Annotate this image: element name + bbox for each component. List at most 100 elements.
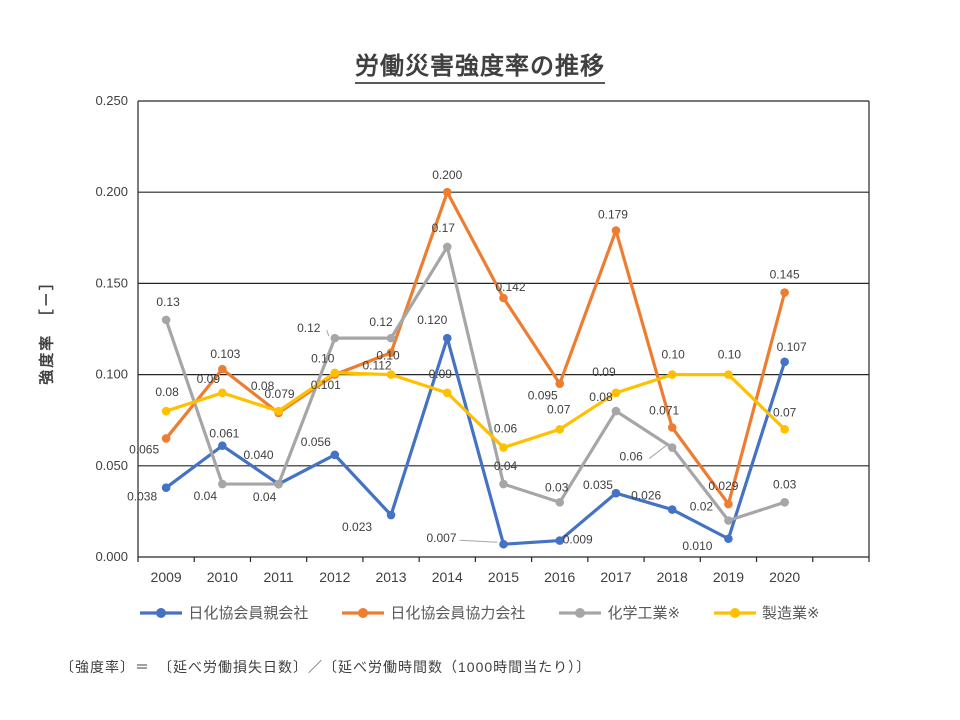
data-label-manufacturing: 0.07 (773, 405, 797, 419)
data-point-nikkakyo-parent (386, 510, 396, 520)
data-label-nikkakyo-partner: 0.071 (649, 403, 679, 417)
data-label-nikkakyo-partner: 0.029 (708, 479, 738, 493)
data-label-manufacturing: 0.10 (718, 348, 742, 362)
legend-item-chemical-industry[interactable]: 化学工業※ (559, 602, 680, 623)
data-label-manufacturing: 0.10 (376, 349, 400, 363)
data-point-nikkakyo-parent (667, 505, 677, 514)
x-tick-label: 2013 (375, 569, 406, 585)
data-point-chemical-industry (442, 242, 452, 252)
data-point-nikkakyo-parent (611, 488, 621, 498)
data-label-nikkakyo-partner: 0.142 (495, 280, 525, 294)
x-tick-label: 2014 (432, 569, 463, 585)
data-point-nikkakyo-parent (330, 450, 340, 460)
data-point-nikkakyo-partner (611, 226, 621, 235)
data-point-nikkakyo-partner (667, 423, 677, 432)
x-tick-label: 2019 (713, 569, 744, 585)
data-point-nikkakyo-parent (161, 483, 171, 492)
data-point-chemical-industry (555, 497, 565, 507)
legend-marker-dot (575, 607, 586, 618)
data-label-manufacturing: 0.06 (494, 422, 518, 436)
data-label-chemical-industry: 0.04 (253, 490, 277, 504)
data-label-manufacturing: 0.09 (197, 372, 221, 386)
data-label-nikkakyo-parent: 0.107 (777, 340, 807, 354)
data-point-nikkakyo-partner (218, 364, 227, 374)
chart-title-text: 労働災害強度率の推移 (355, 53, 605, 84)
x-tick-label: 2010 (207, 569, 238, 585)
series-line-nikkakyo-parent (164, 336, 787, 546)
data-label-chemical-industry: 0.03 (545, 480, 569, 494)
label-leader-line (648, 445, 667, 459)
data-point-nikkakyo-partner (555, 379, 565, 389)
data-label-nikkakyo-partner: 0.112 (362, 359, 391, 373)
data-point-chemical-industry (330, 333, 340, 343)
legend-marker-dot (730, 607, 741, 618)
x-tick-label: 2015 (488, 569, 519, 585)
data-point-manufacturing (611, 388, 621, 398)
data-point-manufacturing (499, 443, 508, 452)
data-point-chemical-industry (161, 315, 171, 325)
data-point-nikkakyo-partner (161, 434, 171, 443)
data-point-nikkakyo-parent (780, 357, 789, 367)
data-point-nikkakyo-parent (724, 534, 733, 544)
data-point-manufacturing (724, 370, 733, 379)
x-tick-label: 2018 (657, 569, 688, 585)
data-label-manufacturing: 0.10 (662, 348, 686, 362)
data-label-nikkakyo-parent: 0.010 (682, 539, 712, 553)
data-point-manufacturing (555, 425, 565, 434)
legend-item-label: 日化協会員協力会社 (390, 605, 526, 622)
formula-note: 〔強度率〕＝ 〔延べ労働損失日数〕／〔延べ労働時間数（1000時間当たり）〕 (60, 659, 592, 675)
data-label-chemical-industry: 0.13 (156, 295, 180, 309)
data-label-chemical-industry: 0.04 (194, 489, 218, 503)
data-point-manufacturing (218, 388, 227, 398)
data-point-manufacturing (274, 406, 283, 416)
legend-item-nikkakyo-parent[interactable]: 日化協会員親会社 (140, 602, 308, 623)
data-point-chemical-industry (499, 479, 508, 489)
data-label-manufacturing: 0.08 (251, 379, 275, 393)
legend-item-label: 製造業※ (762, 605, 820, 622)
data-label-nikkakyo-partner: 0.145 (770, 268, 800, 282)
data-point-chemical-industry (218, 479, 227, 489)
data-label-chemical-industry: 0.06 (620, 450, 644, 464)
label-leader-line (459, 539, 498, 543)
data-label-manufacturing: 0.09 (429, 367, 453, 381)
data-label-nikkakyo-parent: 0.040 (244, 448, 274, 462)
y-tick-label: 0.250 (95, 93, 128, 108)
x-tick-label: 2017 (600, 569, 631, 585)
data-point-nikkakyo-partner (780, 288, 789, 297)
data-label-manufacturing: 0.101 (311, 378, 341, 392)
data-point-chemical-industry (667, 443, 677, 452)
data-point-chemical-industry (274, 479, 283, 489)
data-label-nikkakyo-parent: 0.038 (127, 490, 157, 504)
data-label-chemical-industry: 0.04 (494, 459, 518, 473)
legend-item-manufacturing[interactable]: 製造業※ (714, 602, 820, 623)
data-label-chemical-industry: 0.17 (432, 221, 456, 235)
data-point-nikkakyo-parent (555, 536, 565, 545)
x-tick-label: 2009 (151, 569, 182, 585)
data-label-nikkakyo-parent: 0.035 (583, 478, 613, 492)
data-point-chemical-industry (386, 333, 396, 343)
series-line-nikkakyo-partner (164, 190, 787, 506)
legend-marker-dot (156, 607, 167, 618)
label-leader-line (326, 329, 330, 337)
legend-item-label: 日化協会員親会社 (188, 605, 309, 622)
data-point-manufacturing (442, 388, 452, 398)
legend-marker-manufacturing (714, 607, 757, 618)
data-label-nikkakyo-partner: 0.103 (210, 347, 240, 361)
data-label-nikkakyo-parent: 0.007 (426, 531, 456, 545)
data-label-manufacturing: 0.07 (547, 402, 571, 416)
legend-item-nikkakyo-partner[interactable]: 日化協会員協力会社 (342, 602, 525, 623)
data-label-nikkakyo-partner: 0.095 (528, 389, 558, 403)
data-label-manufacturing: 0.08 (155, 385, 179, 399)
data-point-manufacturing (330, 368, 340, 378)
data-point-nikkakyo-parent (442, 333, 452, 343)
data-point-nikkakyo-partner (386, 348, 396, 358)
y-tick-label: 0.000 (95, 549, 128, 564)
data-label-nikkakyo-parent: 0.023 (342, 520, 372, 534)
legend-marker-chemical-industry (559, 607, 602, 618)
x-tick-label: 2020 (769, 569, 800, 585)
x-tick-label: 2011 (264, 569, 294, 585)
x-tick-label: 2016 (544, 569, 575, 585)
y-tick-label: 0.200 (95, 184, 128, 199)
y-tick-label: 0.150 (95, 275, 128, 290)
